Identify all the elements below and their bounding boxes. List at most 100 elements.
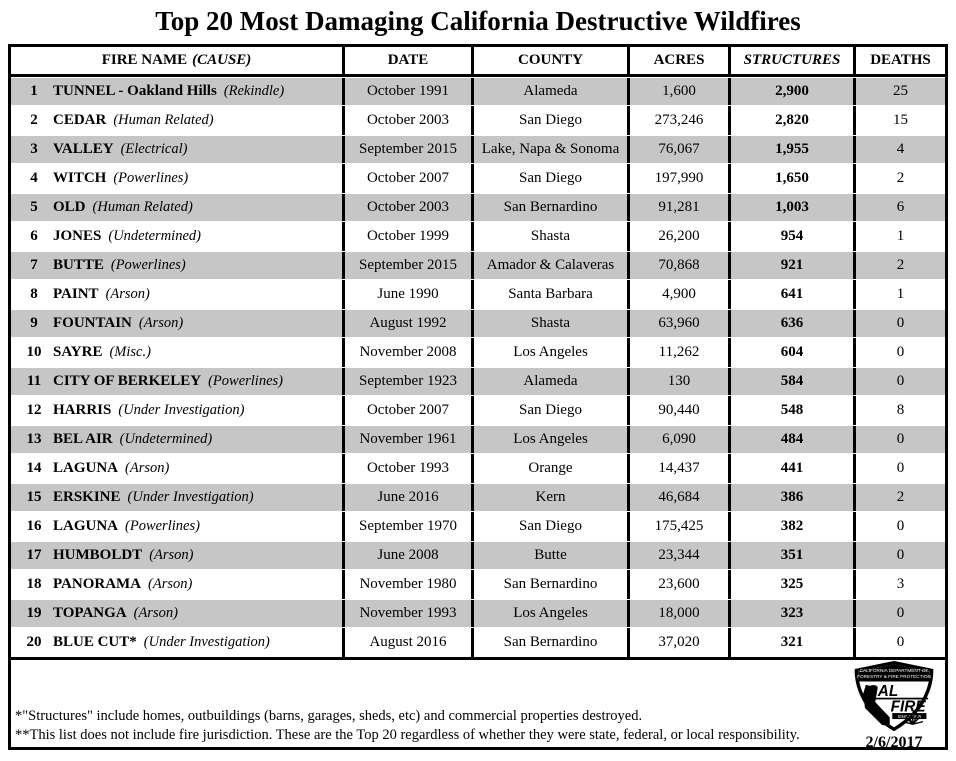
county-cell: San Diego — [474, 396, 630, 425]
date-cell: October 2003 — [345, 106, 474, 135]
table-body: 1 TUNNEL - Oakland Hills (Rekindle) Octo… — [11, 77, 945, 657]
deaths-cell: 6 — [896, 199, 905, 215]
logo-dept-line1: CALIFORNIA DEPARTMENT OF — [860, 668, 929, 673]
county-cell: San Bernardino — [474, 628, 630, 657]
fire-cause: (Powerlines) — [113, 170, 189, 187]
fire-name-cell: 2 CEDAR (Human Related) — [11, 106, 345, 135]
fire-name-cell: 12 HARRIS (Under Investigation) — [11, 396, 345, 425]
rank-number: 1 — [30, 83, 38, 99]
header-date: DATE — [345, 47, 474, 74]
logo-fire-text: FIRE — [891, 698, 927, 715]
footnote-structures: *"Structures" include homes, outbuilding… — [15, 708, 643, 725]
rank-number: 14 — [26, 460, 42, 476]
rank-number: 13 — [26, 431, 42, 447]
fire-name: HUMBOLDT — [53, 547, 143, 563]
header-cause-label: (CAUSE) — [192, 52, 252, 68]
structures-cell: 386 — [731, 484, 856, 511]
date-cell: October 1993 — [345, 454, 474, 483]
fire-name-cell: 11 CITY OF BERKELEY (Powerlines) — [11, 368, 345, 395]
fire-name-cell: 9 FOUNTAIN (Arson) — [11, 310, 345, 337]
acres-cell: 70,868 — [630, 252, 731, 279]
deaths-cell: 0 — [896, 315, 905, 331]
acres-cell: 14,437 — [630, 454, 731, 483]
county-cell: Alameda — [474, 368, 630, 395]
acres-cell: 90,440 — [630, 396, 731, 425]
deaths-cell: 0 — [896, 605, 905, 621]
date-cell: August 1992 — [345, 310, 474, 337]
county-cell: Shasta — [474, 310, 630, 337]
california-silhouette-icon — [863, 684, 890, 726]
deaths-cell: 0 — [896, 373, 905, 389]
county-cell: Butte — [474, 542, 630, 569]
structures-cell: 351 — [731, 542, 856, 569]
county-cell: Los Angeles — [474, 338, 630, 367]
table-row: 20 BLUE CUT* (Under Investigation) Augus… — [11, 628, 945, 657]
date-cell: June 2008 — [345, 542, 474, 569]
footnote-jurisdiction: **This list does not include fire jurisd… — [15, 727, 800, 744]
table-header-row: FIRE NAME (CAUSE) DATE COUNTY ACRES STRU… — [11, 47, 945, 77]
rank-number: 5 — [30, 199, 38, 215]
county-cell: Los Angeles — [474, 426, 630, 453]
header-fire-name: FIRE NAME (CAUSE) — [11, 47, 345, 74]
acres-cell: 11,262 — [630, 338, 731, 367]
fire-name: SAYRE — [53, 344, 103, 360]
date-cell: November 1980 — [345, 570, 474, 599]
fire-name: TUNNEL - Oakland Hills — [53, 83, 217, 99]
fire-name-cell: 20 BLUE CUT* (Under Investigation) — [11, 628, 345, 657]
table-row: 1 TUNNEL - Oakland Hills (Rekindle) Octo… — [11, 77, 945, 106]
table-row: 5 OLD (Human Related) October 2003 San B… — [11, 193, 945, 222]
rank-number: 20 — [26, 634, 42, 650]
rank-number: 19 — [26, 605, 42, 621]
structures-cell: 636 — [731, 310, 856, 337]
structures-cell: 382 — [731, 512, 856, 541]
county-cell: San Diego — [474, 106, 630, 135]
acres-cell: 76,067 — [630, 136, 731, 163]
rank-number: 15 — [26, 489, 42, 505]
acres-cell: 46,684 — [630, 484, 731, 511]
sunburst-icon — [902, 714, 924, 725]
table-row: 8 PAINT (Arson) June 1990 Santa Barbara … — [11, 280, 945, 309]
fire-name-cell: 19 TOPANGA (Arson) — [11, 600, 345, 627]
structures-cell: 2,820 — [731, 106, 856, 135]
fire-cause: (Under Investigation) — [118, 402, 245, 419]
rank-number: 10 — [26, 344, 42, 360]
structures-cell: 921 — [731, 252, 856, 279]
fire-name-cell: 8 PAINT (Arson) — [11, 280, 345, 309]
deaths-cell: 2 — [896, 257, 905, 273]
structures-cell: 323 — [731, 600, 856, 627]
date-cell: October 1991 — [345, 78, 474, 105]
fire-name: BEL AIR — [53, 431, 113, 447]
county-cell: San Diego — [474, 164, 630, 193]
fire-cause: (Arson) — [138, 315, 184, 332]
acres-cell: 4,900 — [630, 280, 731, 309]
cal-fire-shield-icon: CALIFORNIA DEPARTMENT OF FORESTRY & FIRE… — [854, 660, 934, 732]
date-cell: June 1990 — [345, 280, 474, 309]
fire-name-cell: 16 LAGUNA (Powerlines) — [11, 512, 345, 541]
date-cell: November 2008 — [345, 338, 474, 367]
table-row: 12 HARRIS (Under Investigation) October … — [11, 396, 945, 425]
rank-number: 11 — [26, 373, 42, 389]
date-cell: October 2007 — [345, 164, 474, 193]
deaths-cell: 2 — [896, 170, 905, 186]
structures-cell: 1,650 — [731, 164, 856, 193]
table-row: 6 JONES (Undetermined) October 1999 Shas… — [11, 222, 945, 251]
deaths-cell: 1 — [896, 228, 905, 244]
fire-cause: (Misc.) — [109, 344, 151, 361]
fire-name-cell: 7 BUTTE (Powerlines) — [11, 252, 345, 279]
fire-cause: (Arson) — [125, 460, 170, 477]
fire-name: CITY OF BERKELEY — [53, 373, 202, 389]
acres-cell: 6,090 — [630, 426, 731, 453]
table-row: 19 TOPANGA (Arson) November 1993 Los Ang… — [11, 599, 945, 628]
deaths-cell: 0 — [896, 518, 905, 534]
date-cell: September 1923 — [345, 368, 474, 395]
fire-cause: (Rekindle) — [223, 83, 285, 100]
table-row: 10 SAYRE (Misc.) November 2008 Los Angel… — [11, 338, 945, 367]
fire-cause: (Powerlines) — [110, 257, 186, 274]
date-cell: September 1970 — [345, 512, 474, 541]
logo-dept-line2: FORESTRY & FIRE PROTECTION — [857, 674, 931, 679]
rank-number: 2 — [30, 112, 38, 128]
footnotes: *"Structures" include homes, outbuilding… — [15, 707, 800, 745]
header-acres: ACRES — [630, 47, 731, 74]
county-cell: San Diego — [474, 512, 630, 541]
fire-name: PANORAMA — [53, 576, 142, 592]
